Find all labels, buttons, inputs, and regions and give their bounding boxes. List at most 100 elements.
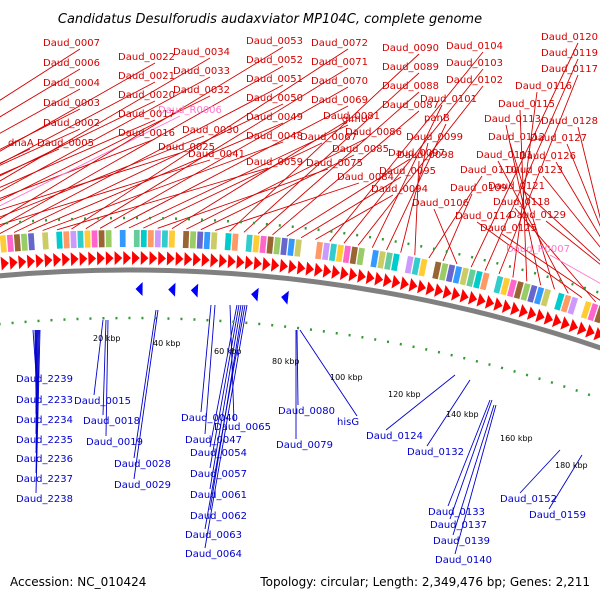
forward-gene-arrow bbox=[288, 259, 297, 274]
gene-label: Daud_0047 bbox=[185, 435, 242, 446]
gene-label: Daud_0021 bbox=[118, 71, 175, 82]
forward-gene-arrow bbox=[132, 251, 140, 266]
feature-block bbox=[473, 270, 483, 289]
scale-tick-label: 140 kbp bbox=[446, 410, 479, 419]
forward-gene-arrow bbox=[114, 251, 123, 266]
gene-label: Daud_0028 bbox=[114, 459, 171, 470]
label-connector bbox=[329, 51, 484, 242]
gene-label: Daud_0112 bbox=[488, 132, 545, 143]
gene-label: Daud_0116 bbox=[515, 81, 572, 92]
label-connector bbox=[519, 449, 561, 494]
feature-block bbox=[459, 267, 469, 286]
label-connector bbox=[93, 319, 104, 396]
gene-label: Daud_0022 bbox=[118, 52, 175, 63]
feature-block bbox=[287, 238, 295, 256]
gene-label: Daud_0048 bbox=[246, 131, 303, 142]
gene-label: Daud_0089 bbox=[382, 62, 439, 73]
label-connector bbox=[42, 141, 284, 231]
scale-tick-labels: 20 kbp 40 kbp 60 kbp 80 kbp 100 kbp 120 kbp 14… bbox=[93, 334, 588, 470]
gene-label: Daud_0084 bbox=[337, 172, 394, 183]
gene-label: Daud_0152 bbox=[500, 494, 557, 505]
scale-tick-label: 160 kbp bbox=[500, 434, 533, 443]
gene-label: Daud_0123 bbox=[506, 165, 563, 176]
accession-label: Accession: NC_010424 bbox=[10, 575, 146, 589]
label-connector bbox=[200, 304, 212, 413]
gene-label: Daud_0071 bbox=[311, 57, 368, 68]
label-connector bbox=[433, 208, 458, 265]
scale-tick-label: 40 kbp bbox=[153, 339, 181, 348]
label-connector bbox=[99, 86, 349, 229]
feature-block bbox=[479, 272, 490, 291]
label-connector bbox=[28, 122, 284, 232]
feature-block bbox=[224, 233, 232, 251]
label-connector bbox=[577, 126, 600, 219]
forward-gene-arrow bbox=[399, 276, 409, 291]
gene-label: Daud_0003 bbox=[43, 98, 100, 109]
label-connector bbox=[542, 175, 600, 248]
label-connector bbox=[229, 304, 235, 422]
label-connector bbox=[0, 65, 284, 228]
feature-block bbox=[70, 230, 77, 249]
gene-label: Daud_0080 bbox=[278, 406, 335, 417]
reverse-gene-arrow bbox=[135, 282, 143, 297]
forward-gene-arrow bbox=[322, 263, 332, 278]
genome-summary: Topology: circular; Length: 2,349,476 bp… bbox=[259, 575, 590, 589]
feature-block bbox=[567, 296, 579, 315]
reverse-gene-track bbox=[0, 282, 289, 305]
label-connector bbox=[56, 167, 269, 231]
gene-label: Daud_0103 bbox=[446, 58, 503, 69]
gene-label: Daud_0062 bbox=[190, 511, 247, 522]
label-connector bbox=[549, 254, 600, 284]
gene-label: Daud_0124 bbox=[366, 431, 423, 442]
gene-label: Daud_0081 bbox=[323, 111, 380, 122]
label-connector bbox=[371, 104, 443, 248]
gene-label: Daud_0059 bbox=[246, 157, 303, 168]
gene-label: Daud_0075 bbox=[306, 158, 363, 169]
gene-label: Daud_0018 bbox=[83, 416, 140, 427]
feature-block bbox=[273, 237, 281, 255]
gene-label: Daud_0094 bbox=[371, 184, 428, 195]
reverse-gene-arrow bbox=[168, 282, 176, 297]
gene-label: Daud_0114 bbox=[455, 211, 512, 222]
feature-block bbox=[13, 234, 21, 252]
forward-gene-arrow bbox=[484, 295, 495, 309]
gene-label: Daud_0117 bbox=[541, 64, 598, 75]
feature-block bbox=[133, 230, 140, 248]
label-connector bbox=[414, 160, 420, 256]
gene-label: Daud_0054 bbox=[190, 448, 247, 459]
feature-block bbox=[105, 230, 112, 248]
gene-label: Daud_2239 bbox=[16, 374, 73, 385]
gene-label: Daud_0101 bbox=[420, 94, 477, 105]
feature-block bbox=[527, 284, 538, 303]
label-connector bbox=[243, 72, 420, 233]
forward-gene-arrow bbox=[434, 283, 444, 297]
feature-block bbox=[540, 288, 552, 307]
reverse-gene-arrow bbox=[281, 290, 289, 305]
gene-label: panB bbox=[424, 113, 450, 124]
forward-gene-arrow bbox=[26, 254, 36, 269]
gene-label: Daud_2238 bbox=[16, 494, 73, 505]
label-connector bbox=[0, 100, 156, 177]
forward-gene-arrow bbox=[44, 253, 53, 268]
label-connector bbox=[315, 194, 394, 240]
forward-gene-arrow bbox=[9, 255, 18, 270]
gene-label: Daud_0120 bbox=[541, 32, 598, 43]
label-connector bbox=[114, 105, 349, 229]
gene-label: glmU bbox=[342, 114, 368, 125]
label-connector bbox=[35, 329, 40, 474]
gene-label: Daud_0016 bbox=[118, 128, 175, 139]
feature-block bbox=[91, 230, 98, 248]
gene-label: Daud_0126 bbox=[519, 151, 576, 162]
forward-gene-arrow bbox=[339, 266, 349, 281]
connector-lines bbox=[0, 42, 600, 555]
label-connector bbox=[229, 53, 420, 232]
label-connector bbox=[209, 304, 242, 490]
feature-block bbox=[84, 230, 91, 248]
label-connector bbox=[0, 119, 156, 188]
forward-gene-arrow bbox=[61, 252, 70, 267]
gene-label: Daud_0019 bbox=[86, 437, 143, 448]
gene-label: dnaA bbox=[8, 138, 34, 149]
gene-label: Daud_0063 bbox=[185, 530, 242, 541]
gene-label: Daud_0115 bbox=[498, 99, 555, 110]
feature-block bbox=[322, 242, 330, 261]
